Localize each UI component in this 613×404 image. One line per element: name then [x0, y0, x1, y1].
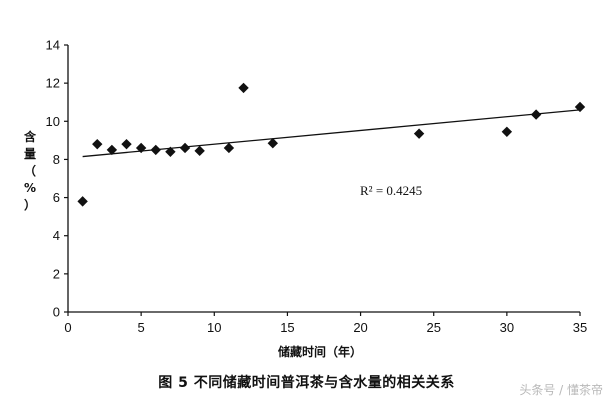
y-tick-label: 12: [46, 76, 60, 91]
data-point-13: [501, 126, 513, 137]
axes: [64, 44, 581, 316]
data-point-8: [194, 145, 205, 157]
x-tick-label: 25: [426, 320, 440, 335]
data-point-2: [106, 144, 118, 156]
data-point-11: [267, 138, 278, 149]
watermark-text: 头条号 / 懂茶帝: [519, 383, 603, 397]
y-tick-label: 8: [53, 152, 60, 167]
chart-text: 0 2 4 6 8 10 12 14 0 5 10 15 20 25 30 35 储藏时间（年） 含量（%） R² …: [24, 38, 587, 360]
data-point-1: [92, 138, 103, 150]
y-tick-label: 4: [53, 228, 60, 243]
data-point-4: [135, 142, 147, 154]
x-tick-label: 5: [138, 320, 145, 335]
trendline: [82, 109, 581, 158]
data-point-3: [121, 138, 132, 150]
y-tick-label: 10: [46, 114, 60, 129]
x-tick-label: 10: [207, 320, 221, 335]
scatter-chart: 0 2 4 6 8 10 12 14 0 5 10 15 20 25 30 35 储藏时间（年） 含量（%） R² …: [24, 38, 587, 360]
x-tick-label: 30: [500, 320, 514, 335]
data-point-15: [574, 101, 586, 113]
x-tick-label: 0: [64, 320, 71, 335]
y-tick-label: 2: [53, 266, 60, 281]
data-point-14: [530, 109, 542, 120]
x-tick-label: 35: [573, 320, 587, 335]
data-point-10: [238, 82, 249, 94]
data-points: [77, 82, 586, 207]
data-point-0: [77, 196, 88, 207]
y-tick-label: 6: [53, 190, 60, 205]
x-tick-label: 15: [280, 320, 294, 335]
data-point-7: [179, 142, 191, 154]
x-axis-title: 储藏时间（年）: [278, 344, 362, 359]
y-tick-label: 14: [46, 38, 60, 53]
x-tick-label: 20: [353, 320, 367, 335]
figure-caption: 图 5 不同储藏时间普洱茶与含水量的相关关系: [158, 375, 455, 391]
y-tick-label: 0: [53, 305, 60, 320]
r-squared-annotation: R² = 0.4245: [360, 183, 422, 198]
trendline-layer: [82, 109, 581, 158]
data-point-5: [150, 144, 161, 156]
data-point-6: [165, 146, 176, 157]
y-axis-title: 含量（%）: [24, 129, 37, 212]
data-point-9: [223, 142, 235, 154]
data-point-12: [413, 128, 425, 139]
